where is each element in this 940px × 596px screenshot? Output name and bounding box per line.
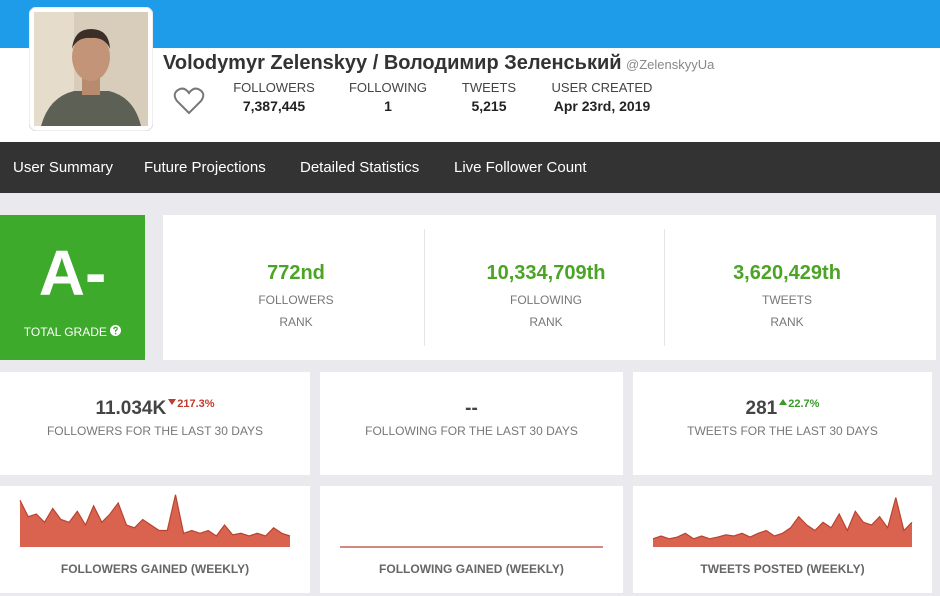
rank: 3,620,429th TWEETS RANK	[667, 262, 907, 329]
stat-change: 22.7%	[779, 398, 819, 410]
arrow	[168, 399, 177, 405]
stat-row: 281 22.7%	[633, 398, 932, 420]
rank: 10,334,709th FOLLOWING RANK	[426, 262, 666, 329]
stat: TWEETS 5,215	[429, 80, 549, 114]
stat-label: TWEETS FOR THE LAST 30 DAYS	[687, 424, 878, 438]
rank-label: TWEETS	[762, 293, 812, 307]
grade-label-row: TOTAL GRADE	[0, 325, 145, 339]
rank-label: FOLLOWERS	[258, 293, 334, 307]
stat-block: 11.034K 217.3% FOLLOWERS FOR THE LAST 30 D…	[0, 398, 310, 438]
stat-card: 11.034K 217.3% FOLLOWERS FOR THE LAST 30 D…	[0, 372, 310, 475]
stat-block: -- FOLLOWING FOR THE LAST 30 DAYS	[320, 398, 623, 438]
nav-bar	[0, 142, 940, 193]
change-arrow	[168, 399, 177, 405]
divider	[664, 229, 665, 346]
stat: FOLLOWING 1	[328, 80, 448, 114]
stat-block: 281 22.7% TWEETS FOR THE LAST 30 DAYS	[633, 398, 932, 438]
stat-label: USER CREATED	[551, 80, 653, 95]
stat-label: FOLLOWERS	[233, 80, 315, 95]
stat-label: FOLLOWING FOR THE LAST 30 DAYS	[365, 424, 578, 438]
help-icon[interactable]	[110, 325, 122, 336]
nav-item[interactable]: Live Follower Count	[454, 159, 587, 176]
stat-card: -- FOLLOWING FOR THE LAST 30 DAYS	[320, 372, 623, 475]
sparkline-line	[652, 497, 913, 540]
change-value: 22.7%	[788, 398, 820, 410]
sparkline-line	[19, 494, 291, 537]
sparkline	[652, 497, 913, 547]
stat-value: 7,387,445	[242, 98, 306, 114]
change-arrow	[779, 399, 788, 405]
rank-sub: RANK	[279, 315, 313, 329]
favorite-button[interactable]	[173, 86, 205, 116]
rank-sub: RANK	[770, 315, 804, 329]
arrow	[779, 399, 788, 405]
sparkline	[19, 494, 291, 547]
profile-handle: @ZelenskyyUa	[626, 57, 715, 72]
stat-value: 1	[384, 98, 392, 114]
chart-title: FOLLOWERS GAINED (WEEKLY)	[60, 562, 250, 576]
nav-item[interactable]: Future Projections	[144, 159, 266, 176]
stat-value: 5,215	[471, 98, 507, 114]
grade-value: A-	[38, 237, 107, 309]
chart-card: FOLLOWING GAINED (WEEKLY)	[320, 486, 623, 593]
stat-value: 281	[745, 398, 778, 419]
stat-value: Apr 23rd, 2019	[553, 98, 651, 114]
nav-item[interactable]: User Summary	[13, 159, 114, 176]
stat: USER CREATED Apr 23rd, 2019	[542, 80, 662, 114]
stat-row: --	[320, 398, 623, 420]
divider	[424, 229, 425, 346]
sparkline-area	[653, 497, 912, 547]
stat: FOLLOWERS 7,387,445	[214, 80, 334, 114]
nav-item[interactable]: Detailed Statistics	[300, 159, 420, 176]
rank-value: 3,620,429th	[733, 262, 841, 284]
chart-title: FOLLOWING GAINED (WEEKLY)	[379, 562, 564, 576]
profile-name: Volodymyr Zelenskyy / Володимир Зеленськ…	[163, 52, 622, 74]
grade-box: A- TOTAL GRADE	[0, 215, 145, 360]
rank-label: FOLLOWING	[509, 293, 582, 307]
sparkline-area	[20, 494, 290, 547]
avatar	[29, 7, 153, 131]
grade-label: TOTAL GRADE	[23, 325, 107, 339]
stat-label: FOLLOWING	[348, 80, 427, 95]
stat-row: 11.034K 217.3%	[0, 398, 310, 420]
profile-title: Volodymyr Zelenskyy / Володимир Зеленськ…	[163, 52, 714, 75]
stat-label: FOLLOWERS FOR THE LAST 30 DAYS	[46, 424, 264, 438]
rank: 772nd FOLLOWERS RANK	[176, 262, 416, 329]
rank-sub: RANK	[529, 315, 563, 329]
rank-value: 772nd	[267, 262, 325, 284]
stat-label: TWEETS	[461, 80, 517, 95]
stat-card: 281 22.7% TWEETS FOR THE LAST 30 DAYS	[633, 372, 932, 475]
chart-card: TWEETS POSTED (WEEKLY)	[633, 486, 932, 593]
stat-value: --	[465, 398, 478, 419]
profile-bar	[0, 48, 940, 142]
stat-change: 217.3%	[168, 398, 215, 410]
change-value: 217.3%	[177, 398, 215, 410]
chart-title: TWEETS POSTED (WEEKLY)	[700, 562, 865, 576]
rank-value: 10,334,709th	[486, 262, 606, 284]
chart-card: FOLLOWERS GAINED (WEEKLY)	[0, 486, 310, 593]
sparkline	[340, 546, 603, 548]
stat-value: 11.034K	[95, 398, 167, 419]
header-band	[0, 0, 940, 48]
rank-panel	[163, 215, 936, 360]
